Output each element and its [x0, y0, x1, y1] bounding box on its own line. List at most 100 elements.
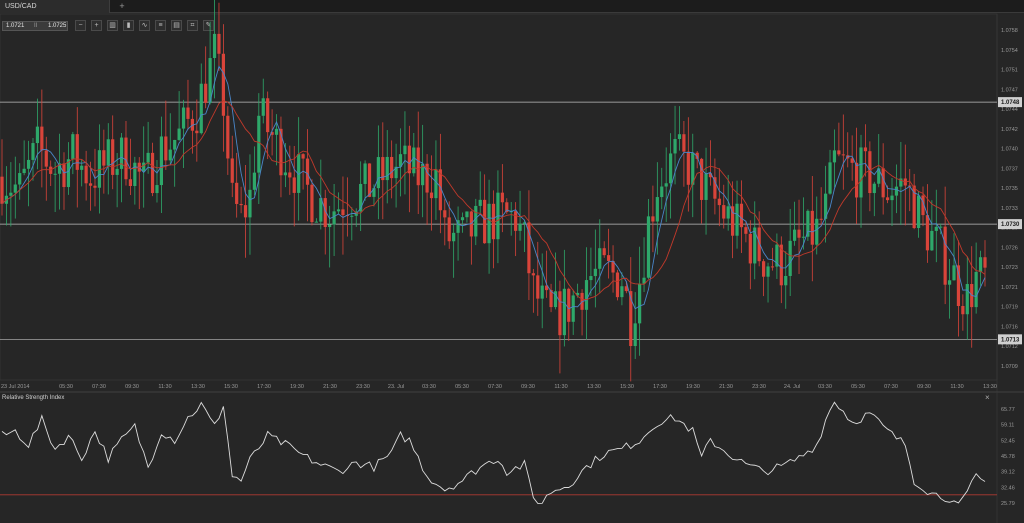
draw-icon[interactable]: ✎: [203, 20, 214, 31]
bar-chart-icon[interactable]: ▥: [107, 20, 118, 31]
fast-moving-average-line: [1, 65, 986, 310]
candle-body: [500, 192, 504, 203]
candle-body: [168, 149, 172, 161]
candle-body: [956, 265, 961, 307]
candle-body: [713, 177, 717, 199]
candle-body: [111, 139, 115, 175]
candle-body: [230, 158, 234, 183]
candle-body: [297, 154, 301, 193]
candle-body: [638, 283, 642, 324]
candle-body: [9, 192, 13, 196]
hline-price-tag: [998, 97, 1022, 108]
candle-body: [288, 172, 292, 178]
candle-body: [682, 134, 686, 152]
candle-body: [686, 151, 690, 185]
x-tick-label: 15:30: [224, 384, 238, 390]
candle-body: [18, 173, 22, 185]
x-tick-label: 07:30: [884, 384, 898, 390]
x-tick-label: 23 Jul 2014: [1, 384, 29, 390]
candle-body: [939, 226, 943, 228]
rsi-close-button[interactable]: ×: [985, 393, 990, 402]
candle-body: [57, 163, 62, 174]
quote-separator: II: [34, 23, 38, 29]
candle-body: [584, 280, 589, 310]
candle-body: [983, 257, 987, 268]
slow-moving-average-line: [1, 100, 986, 301]
candle-body: [978, 257, 983, 272]
x-tick-label: 11:30: [158, 384, 171, 390]
candle-body: [885, 197, 890, 201]
candle-body: [434, 169, 438, 199]
hline-price-tag: [998, 219, 1022, 230]
quote-box[interactable]: 1.0721 II 1.0725: [2, 21, 68, 31]
add-tab-button[interactable]: +: [119, 1, 125, 11]
analysis-icon[interactable]: ⌗: [187, 20, 198, 31]
zoom-in-icon[interactable]: +: [91, 20, 102, 31]
candle-body: [398, 154, 403, 167]
candles-icon[interactable]: ▮: [123, 20, 134, 31]
candle-body: [155, 185, 159, 194]
candle-body: [133, 162, 137, 186]
x-tick-label: 23:30: [752, 384, 766, 390]
candle-body: [815, 218, 819, 245]
candle-body: [22, 168, 26, 174]
candle-body: [598, 248, 602, 269]
candle-body: [571, 295, 575, 322]
candle-body: [717, 198, 721, 206]
candle-body: [784, 275, 788, 286]
y-tick-label: 1.0758: [1001, 28, 1018, 34]
candle-body: [620, 286, 624, 298]
candle-body: [806, 210, 810, 237]
candle-body: [934, 226, 938, 231]
candle-body: [899, 178, 903, 187]
candle-body: [797, 229, 801, 238]
tab-usdcad[interactable]: USD/CAD: [0, 0, 110, 13]
candle-body: [540, 285, 544, 299]
candle-body: [722, 205, 726, 219]
candle-body: [407, 145, 411, 174]
candle-body: [195, 130, 199, 134]
candle-body: [124, 137, 128, 180]
y-tick-label: 1.0735: [1001, 186, 1018, 192]
candle-body: [62, 163, 66, 188]
candle-body: [881, 168, 885, 198]
candle-body: [841, 154, 845, 156]
candle-body: [527, 222, 531, 274]
candle-body: [40, 126, 44, 151]
candle-body: [505, 202, 509, 213]
y-tick-label: 1.0716: [1001, 324, 1018, 330]
rsi-y-tick-label: 32.46: [1001, 485, 1015, 491]
candle-body: [97, 150, 102, 188]
candle-body: [549, 290, 553, 308]
rsi-y-tick-label: 59.11: [1001, 423, 1014, 429]
candle-body: [624, 286, 628, 292]
x-tick-label: 05:30: [59, 384, 73, 390]
rsi-line: [1, 401, 986, 504]
candle-body: [593, 268, 597, 277]
line-chart-icon[interactable]: ∿: [139, 20, 150, 31]
candle-body: [212, 33, 217, 59]
zoom-out-icon[interactable]: −: [75, 20, 86, 31]
candle-body: [487, 203, 491, 244]
y-tick-label: 1.0723: [1001, 265, 1018, 271]
candle-body: [832, 150, 837, 163]
candle-body: [912, 185, 916, 229]
candle-body: [261, 98, 265, 116]
candle-body: [438, 169, 442, 211]
candle-body: [274, 128, 279, 135]
candle-body: [53, 173, 57, 175]
hline-price-tag: [998, 334, 1022, 345]
template-icon[interactable]: ▤: [171, 20, 182, 31]
bid-price: 1.0721: [6, 23, 25, 29]
x-tick-label: 09:30: [521, 384, 535, 390]
candle-body: [310, 184, 314, 223]
rsi-y-tick-label: 65.77: [1001, 407, 1015, 413]
candle-body: [947, 280, 952, 285]
candle-body: [558, 291, 562, 336]
candle-body: [748, 233, 752, 264]
hline-price-label: 1.0730: [1001, 222, 1020, 228]
indicators-icon[interactable]: ≡: [155, 20, 166, 31]
candle-body: [531, 273, 535, 276]
candle-body: [739, 203, 744, 228]
